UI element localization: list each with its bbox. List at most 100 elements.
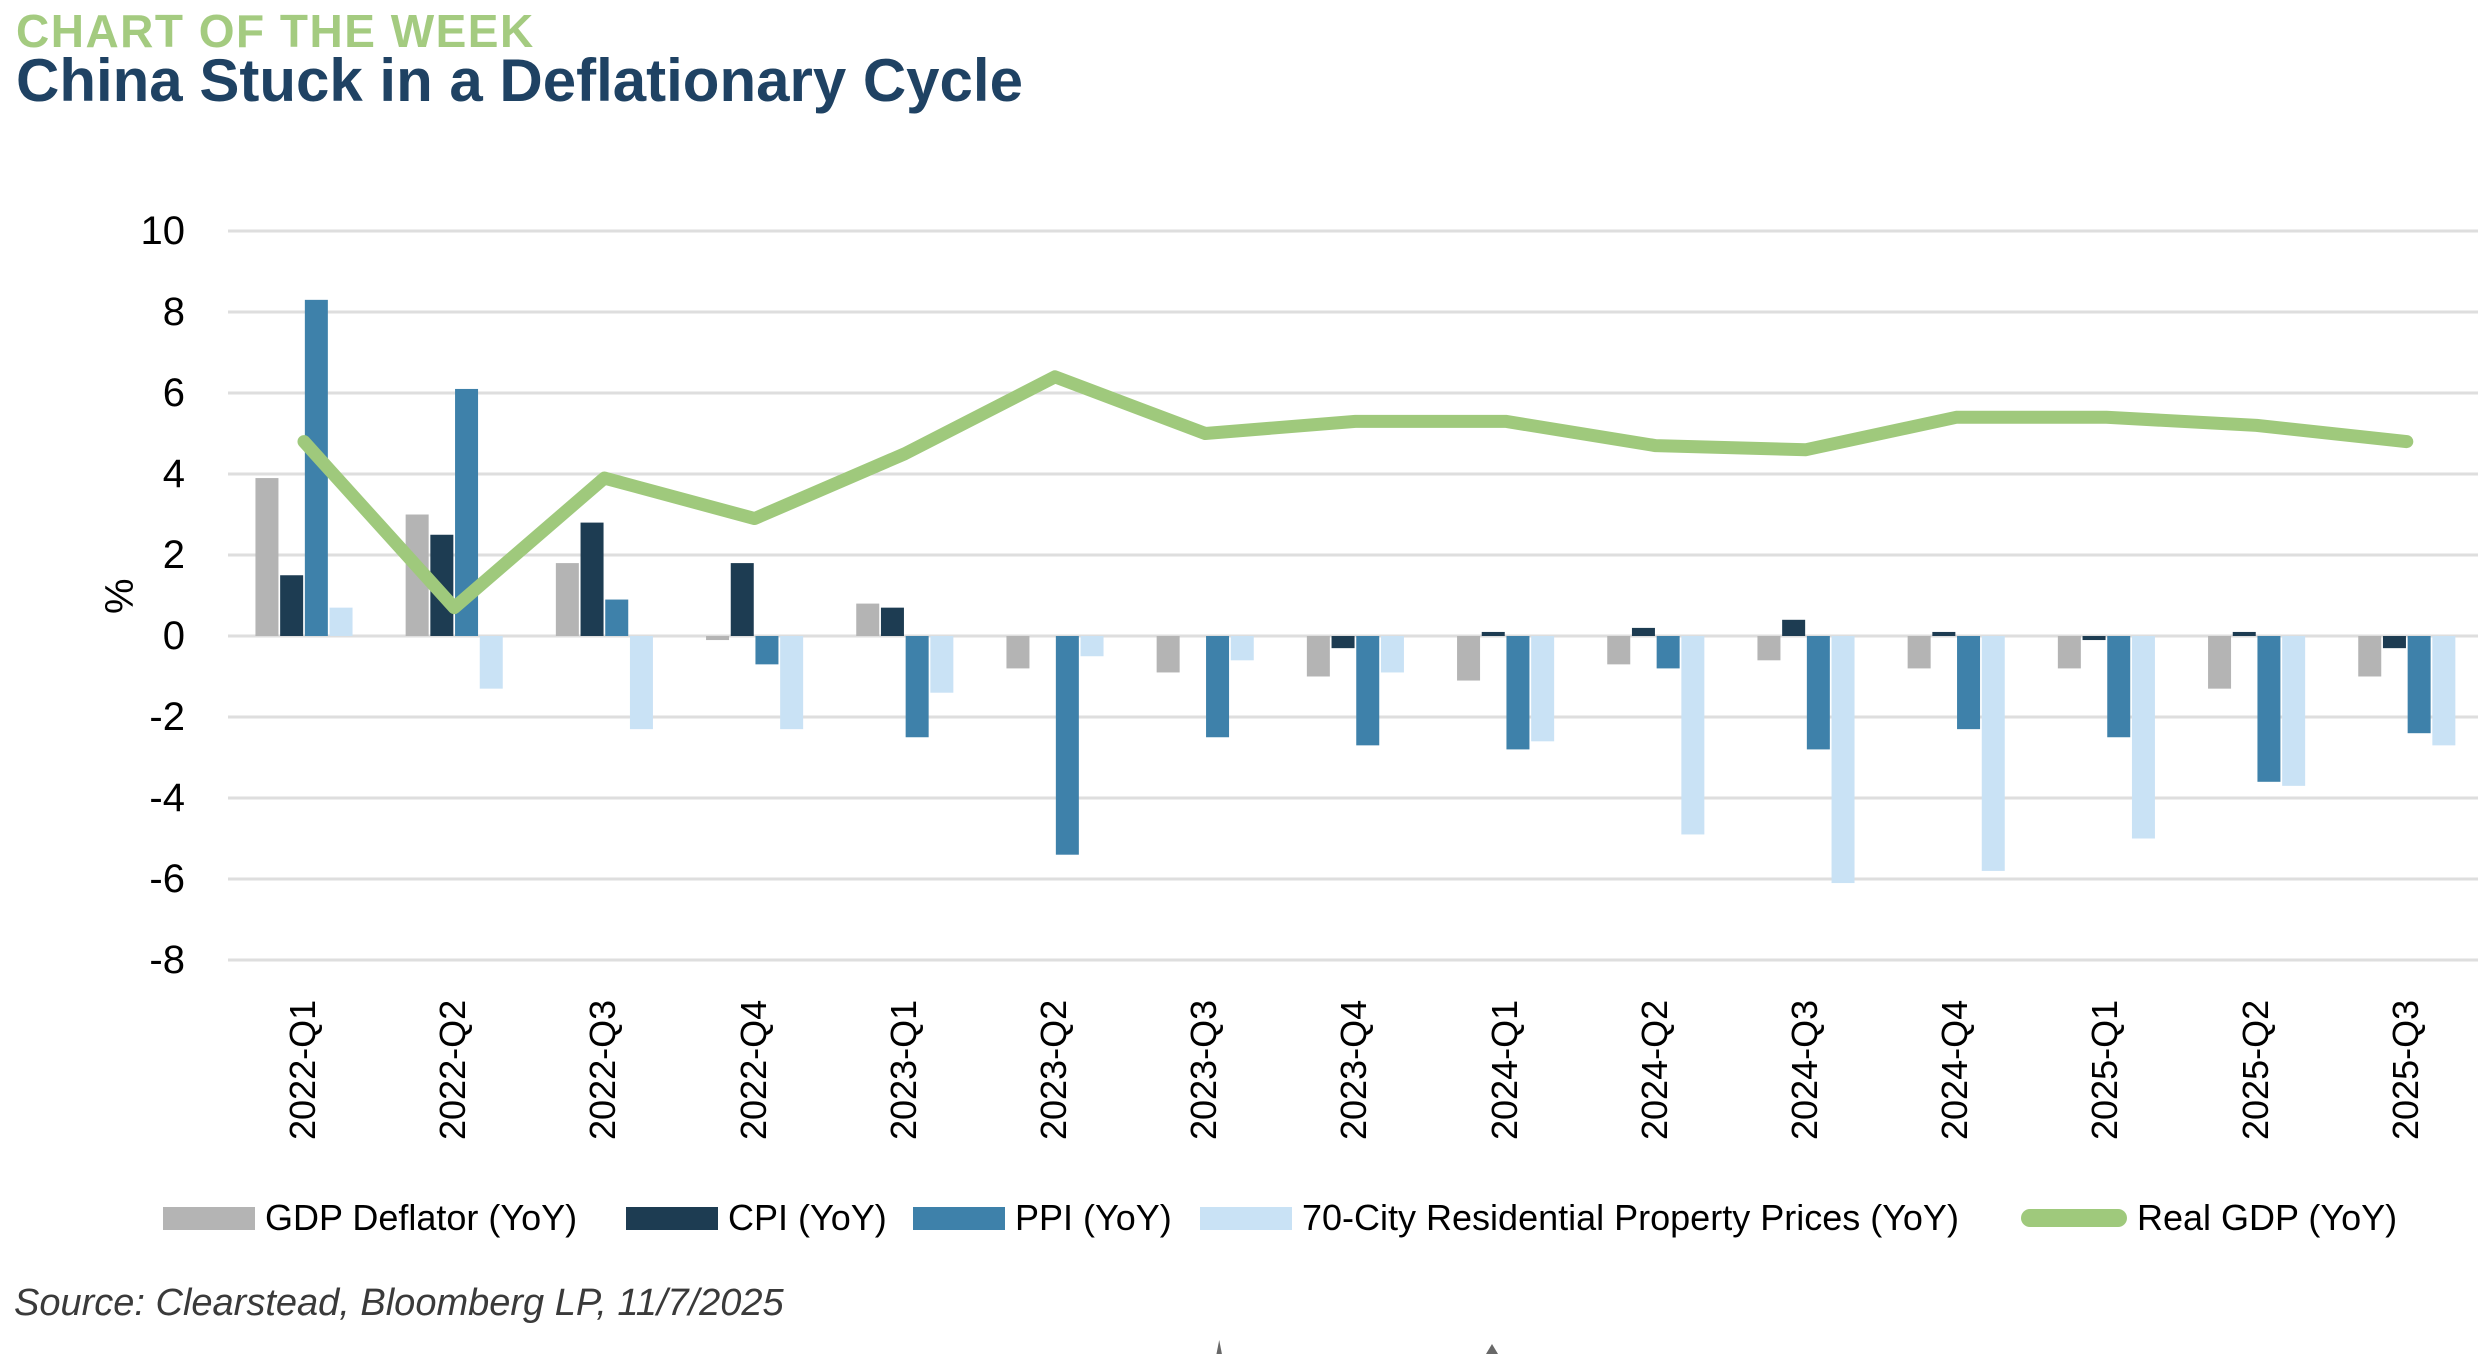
bar-ppi-yoy--2023-Q4 xyxy=(1356,636,1380,746)
bar-gdp-deflator-yoy--2025-Q2 xyxy=(2208,636,2232,689)
y-tick-label--4: -4 xyxy=(149,776,185,820)
bar-cpi-yoy--2022-Q4 xyxy=(730,563,754,636)
bar-70-city-residential-property-prices-yoy--2022-Q4 xyxy=(780,636,804,730)
bar-gdp-deflator-yoy--2024-Q3 xyxy=(1757,636,1781,661)
x-axis-label-2025-Q1: 2025-Q1 xyxy=(2084,999,2126,1140)
legend-label: 70-City Residential Property Prices (YoY… xyxy=(1302,1197,1959,1238)
bar-ppi-yoy--2023-Q3 xyxy=(1206,636,1230,738)
bar-ppi-yoy--2024-Q4 xyxy=(1957,636,1981,730)
bar-ppi-yoy--2023-Q2 xyxy=(1055,636,1079,855)
bar-70-city-residential-property-prices-yoy--2024-Q1 xyxy=(1531,636,1555,742)
bar-70-city-residential-property-prices-yoy--2023-Q1 xyxy=(930,636,954,693)
bar-gdp-deflator-yoy--2023-Q3 xyxy=(1156,636,1180,673)
bar-gdp-deflator-yoy--2023-Q4 xyxy=(1306,636,1330,677)
x-axis-label-2024-Q4: 2024-Q4 xyxy=(1934,999,1976,1140)
bar-ppi-yoy--2022-Q2 xyxy=(455,388,479,636)
source-note: Source: Clearstead, Bloomberg LP, 11/7/2… xyxy=(14,1282,784,1324)
bar-70-city-residential-property-prices-yoy--2022-Q2 xyxy=(479,636,503,689)
legend-color-swatch xyxy=(626,1206,718,1230)
x-axis-label-2022-Q4: 2022-Q4 xyxy=(732,999,774,1140)
bar-cpi-yoy--2025-Q1 xyxy=(2082,636,2106,641)
bar-gdp-deflator-yoy--2024-Q1 xyxy=(1457,636,1481,681)
legend-label: CPI (YoY) xyxy=(728,1197,887,1238)
bar-ppi-yoy--2024-Q3 xyxy=(1806,636,1830,750)
x-axis-label-2023-Q2: 2023-Q2 xyxy=(1033,999,1074,1140)
bar-70-city-residential-property-prices-yoy--2025-Q1 xyxy=(2131,636,2155,839)
x-axis-label-2022-Q2: 2022-Q2 xyxy=(432,999,474,1140)
bar-ppi-yoy--2022-Q4 xyxy=(755,636,779,665)
bar-70-city-residential-property-prices-yoy--2023-Q3 xyxy=(1230,636,1254,661)
x-axis-label-2025-Q3: 2025-Q3 xyxy=(2384,999,2426,1140)
bar-ppi-yoy--2025-Q2 xyxy=(2257,636,2281,782)
bar-70-city-residential-property-prices-yoy--2023-Q4 xyxy=(1380,636,1404,673)
y-tick-label-2: 2 xyxy=(162,533,185,577)
legend-label: Real GDP (YoY) xyxy=(2137,1197,2398,1238)
bar-70-city-residential-property-prices-yoy--2025-Q2 xyxy=(2282,636,2306,786)
bar-ppi-yoy--2022-Q1 xyxy=(304,299,328,636)
bar-ppi-yoy--2024-Q2 xyxy=(1656,636,1680,669)
x-axis-label-2023-Q4: 2023-Q4 xyxy=(1333,999,1375,1140)
legend-item-70-city-residential-property-prices-yoy-: 70-City Residential Property Prices (YoY… xyxy=(1200,1192,1959,1244)
x-axis-label-2022-Q3: 2022-Q3 xyxy=(582,999,624,1140)
x-axis-label-2022-Q1: 2022-Q1 xyxy=(282,999,323,1140)
x-axis-label-2023-Q1: 2023-Q1 xyxy=(882,999,924,1140)
x-axis-label-2024-Q3: 2024-Q3 xyxy=(1784,999,1825,1140)
y-tick-label--8: -8 xyxy=(149,938,185,982)
legend-item-gdp-deflator-yoy-: GDP Deflator (YoY) xyxy=(163,1192,577,1244)
bar-ppi-yoy--2023-Q1 xyxy=(905,636,929,738)
bar-cpi-yoy--2023-Q4 xyxy=(1331,636,1355,649)
legend-line-swatch xyxy=(2021,1209,2127,1227)
y-tick-label--6: -6 xyxy=(149,857,185,901)
bar-gdp-deflator-yoy--2022-Q4 xyxy=(706,636,730,641)
y-tick-label-0: 0 xyxy=(162,614,185,658)
x-axis-label-2024-Q1: 2024-Q1 xyxy=(1483,999,1525,1140)
eyebrow-label: CHART OF THE WEEK xyxy=(16,5,535,57)
bar-cpi-yoy--2024-Q4 xyxy=(1932,631,1956,636)
legend-label: GDP Deflator (YoY) xyxy=(265,1197,578,1238)
bar-70-city-residential-property-prices-yoy--2022-Q3 xyxy=(629,636,653,730)
x-axis-label-2025-Q2: 2025-Q2 xyxy=(2234,999,2276,1140)
page-title: China Stuck in a Deflationary Cycle xyxy=(16,47,1023,114)
bar-gdp-deflator-yoy--2025-Q1 xyxy=(2057,636,2081,669)
y-tick-label-6: 6 xyxy=(162,371,185,415)
bar-gdp-deflator-yoy--2023-Q2 xyxy=(1006,636,1030,669)
bar-gdp-deflator-yoy--2025-Q3 xyxy=(2358,636,2382,677)
line-real-gdp-yoy- xyxy=(297,370,2414,615)
bar-ppi-yoy--2025-Q1 xyxy=(2107,636,2131,738)
chart-legend: GDP Deflator (YoY) CPI (YoY) PPI (YoY) 70-C… xyxy=(0,0,2490,1238)
legend-label: PPI (YoY) xyxy=(1015,1197,1172,1238)
bar-ppi-yoy--2025-Q3 xyxy=(2407,636,2431,734)
y-tick-label--2: -2 xyxy=(149,695,185,739)
y-tick-label-4: 4 xyxy=(162,452,185,496)
bar-cpi-yoy--2022-Q3 xyxy=(580,522,604,636)
partial-logo-mark xyxy=(1216,1340,1222,1354)
bar-gdp-deflator-yoy--2023-Q1 xyxy=(856,603,880,636)
partial-logo-mark xyxy=(1486,1344,1498,1354)
y-tick-label-10: 10 xyxy=(140,209,186,253)
y-tick-label-8: 8 xyxy=(162,290,185,334)
legend-item-real-gdp-yoy-: Real GDP (YoY) xyxy=(2021,1192,2397,1244)
legend-item-ppi-yoy-: PPI (YoY) xyxy=(913,1192,1172,1244)
bar-70-city-residential-property-prices-yoy--2025-Q3 xyxy=(2432,636,2456,746)
bar-cpi-yoy--2022-Q1 xyxy=(280,575,304,636)
x-axis-label-2023-Q3: 2023-Q3 xyxy=(1183,999,1225,1140)
bar-cpi-yoy--2024-Q3 xyxy=(1782,619,1806,636)
legend-color-swatch xyxy=(913,1206,1005,1230)
bar-cpi-yoy--2024-Q1 xyxy=(1481,631,1505,636)
bar-cpi-yoy--2024-Q2 xyxy=(1631,627,1655,636)
legend-color-swatch xyxy=(163,1206,255,1230)
bar-70-city-residential-property-prices-yoy--2024-Q4 xyxy=(1981,636,2005,871)
bar-70-city-residential-property-prices-yoy--2022-Q1 xyxy=(329,607,353,636)
bar-gdp-deflator-yoy--2024-Q4 xyxy=(1907,636,1931,669)
bar-ppi-yoy--2022-Q3 xyxy=(605,599,629,636)
x-axis-label-2024-Q2: 2024-Q2 xyxy=(1633,999,1675,1140)
bar-70-city-residential-property-prices-yoy--2024-Q3 xyxy=(1831,636,1855,884)
legend-item-cpi-yoy-: CPI (YoY) xyxy=(626,1192,887,1244)
bar-ppi-yoy--2024-Q1 xyxy=(1506,636,1530,750)
bar-gdp-deflator-yoy--2024-Q2 xyxy=(1607,636,1631,665)
bar-cpi-yoy--2025-Q3 xyxy=(2382,636,2406,649)
bar-gdp-deflator-yoy--2022-Q1 xyxy=(255,478,279,636)
